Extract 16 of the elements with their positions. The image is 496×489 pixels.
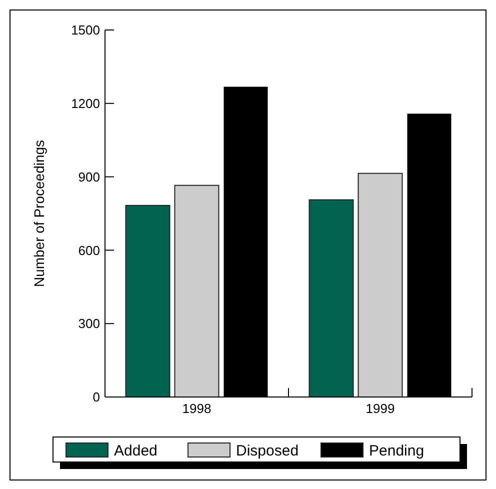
x-tick-label: 1999 bbox=[366, 401, 395, 416]
bar bbox=[358, 172, 403, 398]
y-axis-title: Number of Proceedings bbox=[31, 140, 47, 288]
legend-label: Added bbox=[114, 442, 158, 460]
bar bbox=[125, 204, 170, 398]
legend-label: Disposed bbox=[236, 442, 299, 460]
legend-label: Pending bbox=[369, 442, 424, 460]
bar bbox=[308, 199, 354, 398]
y-tick-label: 1500 bbox=[71, 22, 100, 38]
y-tick-label: 300 bbox=[78, 316, 100, 332]
y-tick-label: 900 bbox=[78, 169, 100, 184]
y-tick-label: 1200 bbox=[71, 96, 100, 111]
x-tick-label: 1998 bbox=[182, 401, 212, 416]
bar bbox=[174, 184, 220, 398]
y-tick-label: 600 bbox=[78, 242, 100, 258]
y-tick-label: 0 bbox=[92, 390, 100, 405]
